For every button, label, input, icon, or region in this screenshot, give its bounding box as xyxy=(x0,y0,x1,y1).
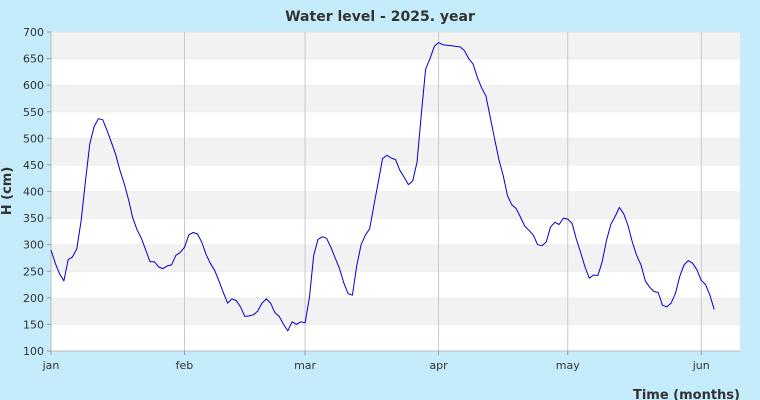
grid-band xyxy=(51,218,740,245)
y-tick-label: 250 xyxy=(23,265,44,278)
grid-band xyxy=(51,85,740,112)
series-group xyxy=(50,42,715,332)
grid-band xyxy=(51,191,740,219)
y-axis-label: H (cm) xyxy=(0,167,15,216)
x-tick-label: may xyxy=(556,359,580,372)
x-tick-label: apr xyxy=(429,359,448,372)
x-axis-label: Time (months) xyxy=(633,388,740,400)
grid-band xyxy=(51,111,740,139)
grid-bands xyxy=(51,31,740,351)
grid-band xyxy=(51,32,740,59)
series-line-water-level xyxy=(50,42,715,332)
x-tick-label: jun xyxy=(692,359,710,372)
grid-band xyxy=(51,271,740,298)
x-tick-label: mar xyxy=(294,359,316,372)
x-tick-label: jan xyxy=(42,359,60,372)
y-tick-label: 700 xyxy=(23,26,44,39)
chart-title: Water level - 2025. year xyxy=(285,9,475,25)
y-tick-label: 350 xyxy=(23,212,44,225)
y-tick-label: 100 xyxy=(23,345,44,358)
y-tick-label: 300 xyxy=(23,239,44,252)
grid-band xyxy=(51,164,740,192)
y-tick-labels: 100 150 200 250 300 350 400 450 500 550 600 650 700 xyxy=(23,26,51,358)
y-tick-label: 450 xyxy=(23,159,44,172)
grid-band xyxy=(51,244,740,272)
y-tick-label: 550 xyxy=(23,106,44,119)
y-tick-label: 150 xyxy=(23,318,44,331)
x-tick-labels: jan feb mar apr may jun xyxy=(42,351,710,372)
y-tick-label: 400 xyxy=(23,186,44,199)
grid-band xyxy=(51,297,740,325)
grid-band xyxy=(51,58,740,86)
vertical-grid xyxy=(183,32,702,351)
y-tick-label: 600 xyxy=(23,79,44,92)
y-tick-label: 200 xyxy=(23,292,44,305)
x-tick-label: feb xyxy=(176,359,194,372)
y-tick-label: 650 xyxy=(23,53,44,66)
grid-band xyxy=(51,324,740,351)
y-tick-label: 500 xyxy=(23,132,44,145)
